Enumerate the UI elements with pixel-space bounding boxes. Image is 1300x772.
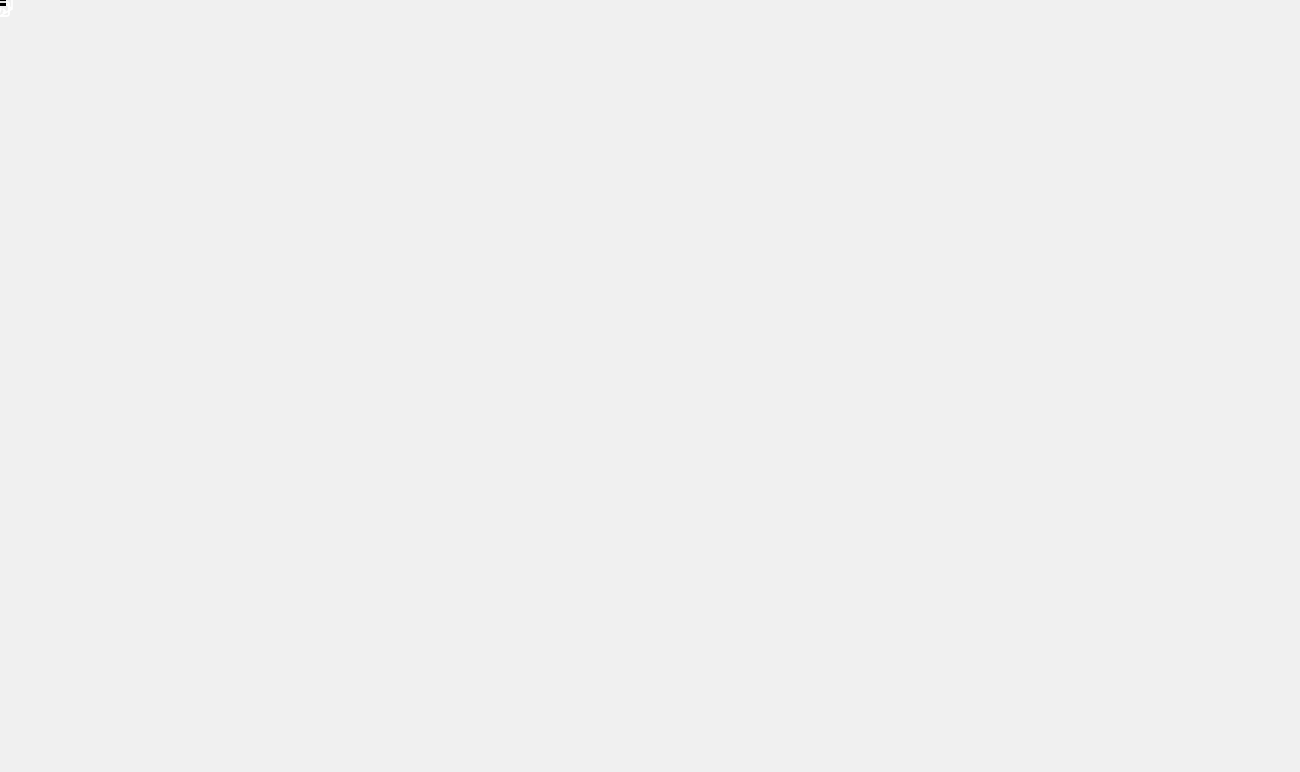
arrows-layer bbox=[0, 0, 1300, 772]
diagram-canvas bbox=[0, 0, 1300, 772]
